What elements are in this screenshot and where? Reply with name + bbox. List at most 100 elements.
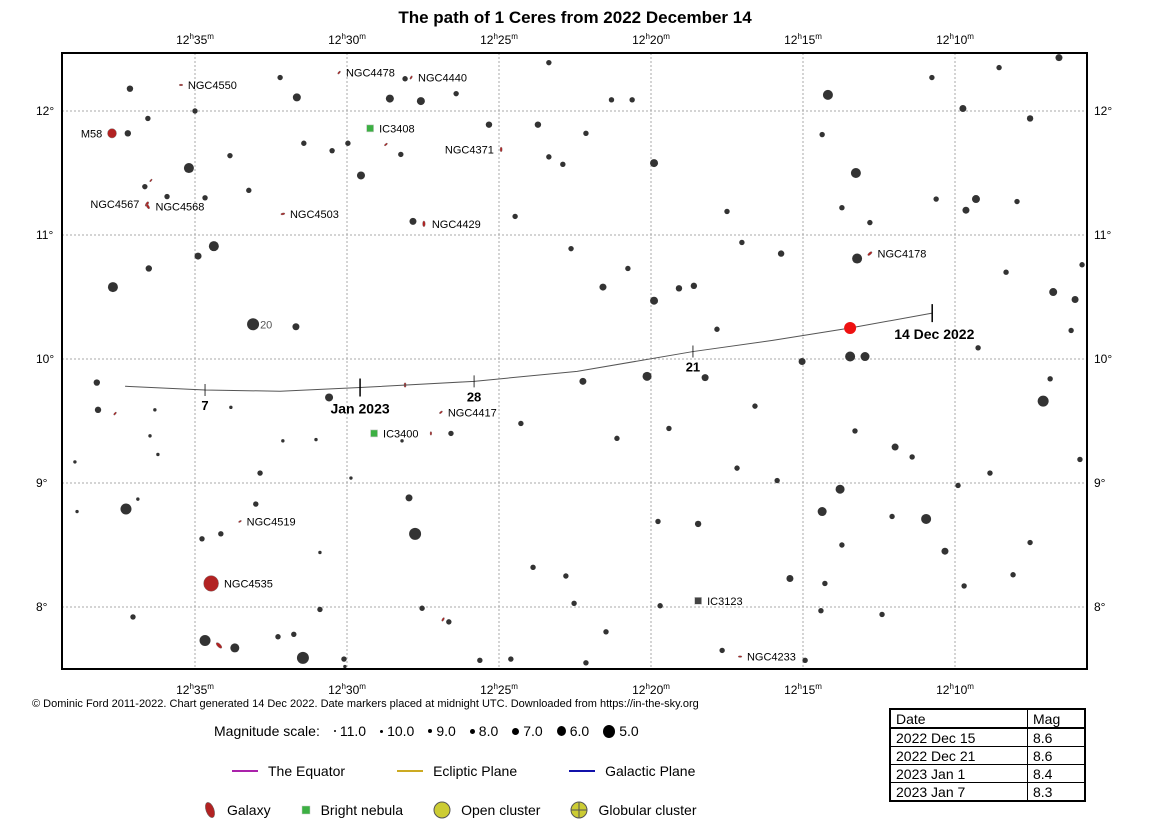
dso-label: NGC4429 — [432, 219, 481, 231]
dec-tick-label: 10° — [36, 352, 54, 366]
star — [292, 323, 300, 331]
star — [296, 651, 309, 664]
mag-9: 9.0 — [428, 723, 456, 739]
star — [777, 250, 785, 257]
star — [563, 573, 569, 579]
star — [512, 213, 518, 220]
star — [398, 151, 404, 158]
star — [941, 547, 949, 555]
date-marker-label: Jan 2023 — [330, 401, 389, 417]
star — [1071, 295, 1079, 303]
star — [277, 74, 283, 81]
star — [1037, 395, 1049, 407]
star — [714, 326, 720, 332]
star — [349, 476, 353, 480]
star — [818, 608, 824, 614]
star — [448, 430, 454, 437]
star — [148, 434, 152, 438]
dso-label: NGC4550 — [188, 80, 237, 92]
ceres-position — [844, 322, 857, 334]
star — [202, 195, 208, 201]
star — [164, 193, 170, 200]
nebula-marker — [366, 124, 374, 133]
galaxy-marker — [215, 642, 223, 649]
dso-label: NGC4478 — [346, 68, 395, 80]
dso-label: NGC4233 — [747, 652, 796, 664]
star — [400, 439, 404, 443]
star — [852, 428, 858, 434]
table-row: 2023 Jan 7 8.3 — [889, 782, 1086, 802]
star — [1068, 327, 1074, 334]
star — [124, 130, 132, 137]
line-legend: The Equator Ecliptic Plane Galactic Plan… — [232, 763, 747, 779]
legend-nebula: Bright nebula — [301, 801, 403, 819]
star — [247, 318, 260, 331]
ra-tick-label: 12h30m — [328, 682, 366, 697]
star — [739, 239, 745, 246]
star — [156, 452, 160, 457]
dso-label: IC3408 — [379, 123, 414, 135]
star — [752, 403, 758, 409]
star — [142, 183, 148, 190]
nebula-marker — [694, 596, 702, 605]
star-chart: The path of 1 Ceres from 2022 December 1… — [36, 8, 1112, 697]
star — [891, 443, 899, 451]
ra-tick-label: 12h25m — [480, 32, 518, 47]
star — [246, 187, 252, 194]
star — [583, 660, 589, 666]
ra-tick-label: 12h15m — [784, 682, 822, 697]
star — [650, 296, 659, 305]
date-marker-label: 7 — [201, 398, 208, 413]
dso-label: M58 — [81, 128, 102, 140]
magnitude-scale-label: Magnitude scale: — [214, 723, 320, 739]
star — [343, 664, 347, 669]
dso-label: IC3400 — [383, 428, 418, 440]
legend-galactic: Galactic Plane — [569, 763, 695, 779]
date-marker-label: 14 Dec 2022 — [894, 326, 974, 342]
dso-label: NGC4567 — [90, 199, 139, 211]
star — [227, 152, 233, 159]
star — [599, 283, 607, 291]
star — [933, 196, 939, 202]
star — [194, 252, 202, 260]
star — [402, 76, 408, 82]
dec-tick-label: 8° — [36, 600, 48, 614]
star — [879, 611, 885, 618]
axis-labels: 12h35m 12h35m 12h30m 12h30m 12h25m 12h25m 12h2… — [36, 32, 1112, 697]
table-row: 2022 Dec 15 8.6 — [889, 727, 1086, 747]
star — [1049, 288, 1058, 297]
date-marker-label: 21 — [686, 360, 700, 375]
galaxy-marker — [203, 575, 219, 592]
galaxy-marker — [107, 128, 117, 139]
star — [996, 64, 1002, 71]
ceres-path: 14 Dec 2022 21 28 Jan 2023 7 — [125, 304, 975, 417]
star — [1027, 539, 1033, 546]
star — [208, 241, 219, 252]
dso-label: NGC4535 — [224, 578, 273, 590]
star — [341, 656, 347, 662]
table-row: 2023 Jan 1 8.4 — [889, 764, 1086, 783]
star — [546, 154, 552, 160]
star — [257, 470, 263, 476]
star — [835, 484, 845, 494]
galaxy-marker — [409, 75, 413, 80]
star — [546, 59, 552, 66]
dso-label: NGC4417 — [448, 407, 497, 419]
star — [199, 634, 211, 646]
open-cluster-icon — [433, 801, 451, 819]
ra-tick-label: 12h20m — [632, 32, 670, 47]
table-header: Date — [889, 708, 1028, 729]
star — [921, 513, 932, 524]
table-row: 2022 Dec 21 8.6 — [889, 746, 1086, 765]
star — [802, 657, 808, 664]
galaxy-marker — [280, 212, 286, 216]
star — [614, 435, 620, 442]
star — [1026, 115, 1034, 122]
star — [485, 121, 493, 128]
mag-5: 5.0 — [603, 723, 639, 739]
galaxy-marker — [441, 617, 445, 622]
star — [409, 527, 422, 540]
star — [889, 513, 895, 520]
star — [530, 564, 536, 571]
star — [971, 195, 980, 204]
